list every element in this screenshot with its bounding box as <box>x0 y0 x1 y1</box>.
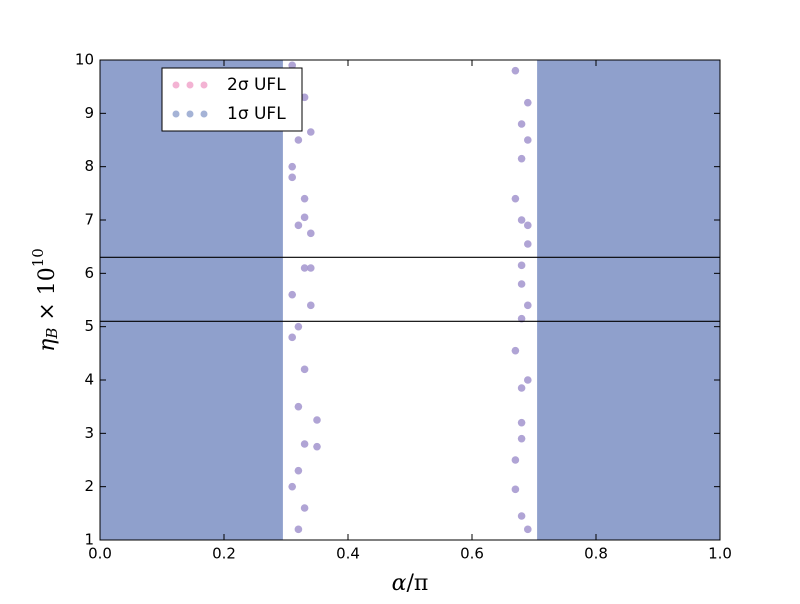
y-tick-label: 3 <box>84 424 94 442</box>
point <box>300 440 309 448</box>
point <box>524 221 532 230</box>
point <box>511 456 520 464</box>
point <box>524 376 532 384</box>
point <box>294 402 303 411</box>
y-tick-label: 1 <box>84 531 94 549</box>
point <box>517 418 526 427</box>
point <box>288 333 297 342</box>
point <box>300 264 309 272</box>
point <box>517 434 526 443</box>
legend-marker <box>172 81 180 89</box>
legend-label: 2σ UFL <box>227 75 286 95</box>
legend-marker <box>186 110 194 118</box>
point <box>511 346 520 355</box>
point <box>524 240 532 248</box>
point <box>517 154 526 163</box>
x-tick-label: 0.2 <box>212 545 236 563</box>
y-axis-label: ηB × 1010 <box>29 248 61 352</box>
y-tick-label: 6 <box>84 264 94 282</box>
legend-label: 1σ UFL <box>227 104 286 124</box>
point <box>517 384 526 392</box>
y-tick-label: 9 <box>84 104 94 122</box>
y-tick-label: 7 <box>84 211 94 229</box>
point <box>307 301 315 310</box>
legend-marker <box>200 110 208 118</box>
point <box>294 525 303 534</box>
point <box>517 120 526 128</box>
point <box>511 194 520 203</box>
point <box>524 98 532 107</box>
plot-area <box>100 60 720 540</box>
point <box>524 136 532 144</box>
point <box>517 216 526 224</box>
point <box>511 485 520 494</box>
point <box>288 61 297 70</box>
point <box>300 504 309 512</box>
y-tick-label: 4 <box>84 371 94 389</box>
x-tick-label: 0.4 <box>336 545 360 563</box>
y-tick-label: 10 <box>75 51 94 69</box>
dense-region <box>100 60 283 540</box>
point <box>294 136 303 144</box>
point <box>300 365 309 374</box>
dense-region <box>537 60 720 540</box>
y-tick-label: 2 <box>84 477 94 495</box>
point <box>300 93 309 102</box>
legend-marker <box>186 81 194 89</box>
point <box>517 314 526 323</box>
x-axis-label: α/π <box>392 571 429 596</box>
point <box>294 466 303 475</box>
point <box>288 290 297 299</box>
point <box>307 128 315 136</box>
point <box>300 213 309 222</box>
point <box>307 264 315 272</box>
legend-box <box>161 67 303 132</box>
legend-marker <box>172 110 180 118</box>
x-tick-label: 0.8 <box>584 545 608 563</box>
point <box>524 525 532 534</box>
x-tick-label: 0.6 <box>460 545 484 563</box>
point <box>307 229 315 238</box>
legend-marker <box>200 81 208 89</box>
y-tick-label: 5 <box>84 317 94 335</box>
x-tick-label: 1.0 <box>708 545 732 563</box>
point <box>313 416 321 424</box>
point <box>300 194 309 203</box>
point <box>511 66 520 75</box>
point <box>517 280 526 288</box>
point <box>517 261 526 270</box>
x-tick-label: 0.0 <box>88 545 112 563</box>
point <box>517 512 526 520</box>
point <box>288 482 297 491</box>
point <box>288 173 297 182</box>
point <box>294 322 303 331</box>
point <box>313 442 321 451</box>
point <box>294 221 303 230</box>
point <box>288 162 297 171</box>
point <box>524 301 532 310</box>
y-tick-label: 8 <box>84 157 94 175</box>
axes-frame <box>99 59 721 541</box>
